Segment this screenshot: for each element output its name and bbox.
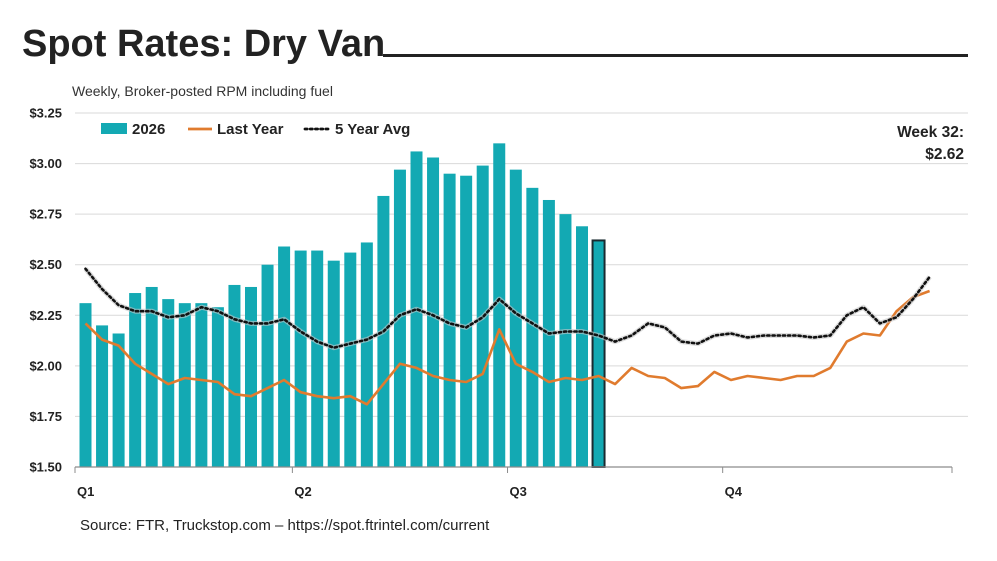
y-tick-label: $2.75 xyxy=(29,207,62,222)
bar xyxy=(427,157,440,467)
bar-latest-week xyxy=(591,239,606,468)
callout-value: $2.62 xyxy=(925,146,964,163)
bar xyxy=(526,187,539,468)
bar xyxy=(178,303,191,467)
five-year-avg-line xyxy=(84,267,931,350)
y-tick-label: $1.75 xyxy=(29,409,62,424)
bar xyxy=(559,214,572,467)
bar xyxy=(327,260,340,467)
page-title: Spot Rates: Dry Van xyxy=(22,23,386,65)
bar xyxy=(360,242,373,467)
legend-label-2026: 2026 xyxy=(132,121,165,138)
bar xyxy=(195,303,208,467)
latest-week-callout: Week 32: $2.62 xyxy=(868,122,964,166)
last-year-line xyxy=(84,289,931,406)
title-underline xyxy=(383,54,968,57)
bar xyxy=(278,246,291,467)
bar xyxy=(493,143,506,468)
bar xyxy=(228,284,241,467)
bar xyxy=(344,252,357,467)
bars-2026 xyxy=(79,143,606,468)
y-tick-label: $1.50 xyxy=(29,460,62,475)
legend-label-five-year-avg: 5 Year Avg xyxy=(335,121,410,138)
y-tick-label: $3.00 xyxy=(29,156,62,171)
x-tick-label: Q4 xyxy=(725,484,743,499)
x-tick-label: Q2 xyxy=(294,484,311,499)
bar xyxy=(509,169,522,467)
source-note: Source: FTR, Truckstop.com – https://spo… xyxy=(80,517,490,534)
legend: 2026 Last Year 5 Year Avg xyxy=(101,121,410,138)
bar xyxy=(294,250,307,467)
x-tick-label: Q1 xyxy=(77,484,94,499)
bar xyxy=(576,226,588,467)
bar xyxy=(145,286,158,467)
legend-label-last-year: Last Year xyxy=(217,121,284,138)
y-tick-label: $2.00 xyxy=(29,358,62,373)
y-tick-label: $3.25 xyxy=(29,106,62,121)
bar xyxy=(311,250,324,467)
bar xyxy=(211,307,224,467)
bar xyxy=(443,173,456,467)
bar xyxy=(245,286,257,467)
bar xyxy=(460,175,473,468)
axes: $1.50 $1.75 $2.00 $2.25 $2.50 $2.75 $3.00 $3.25… xyxy=(29,106,953,499)
bar xyxy=(129,293,142,467)
bar xyxy=(112,333,125,467)
callout-week-label: Week 32: xyxy=(897,124,964,141)
bar xyxy=(79,303,92,467)
chart-subtitle: Weekly, Broker-posted RPM including fuel xyxy=(72,83,333,99)
y-tick-label: $2.25 xyxy=(29,308,62,323)
bar xyxy=(261,264,274,467)
bar xyxy=(96,325,109,467)
line-series xyxy=(83,267,932,406)
y-tick-label: $2.50 xyxy=(29,257,62,272)
x-tick-label: Q3 xyxy=(510,484,527,499)
legend-swatch-2026 xyxy=(101,123,127,134)
